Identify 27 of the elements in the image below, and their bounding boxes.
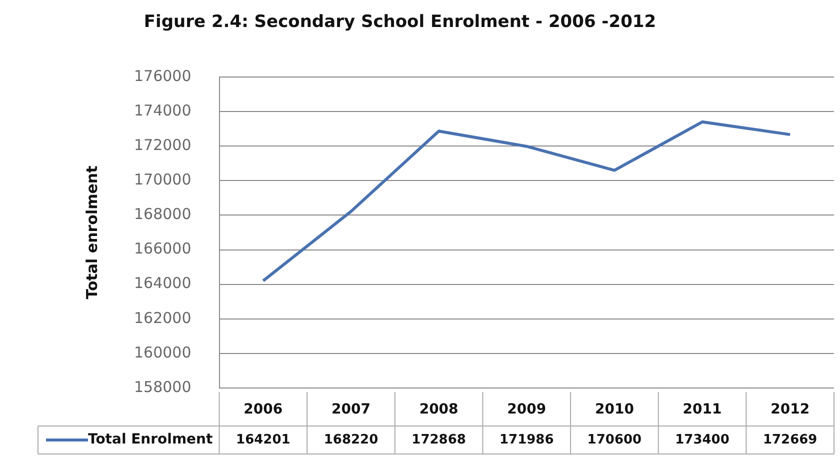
data-label: 164201	[236, 432, 290, 448]
data-label: 168220	[324, 432, 378, 448]
y-tick-label: 164000	[134, 274, 192, 292]
x-tick-label: 2010	[594, 402, 634, 418]
y-axis-title: Total enrolment	[82, 166, 101, 300]
data-label: 171986	[499, 432, 554, 448]
y-tick-label: 176000	[134, 66, 192, 85]
y-tick-label: 162000	[134, 308, 192, 327]
data-label: 172868	[412, 432, 466, 448]
x-tick-label: 2006	[244, 402, 283, 418]
x-tick-label: 2007	[332, 402, 370, 418]
legend-label: Total Enrolment	[88, 432, 214, 448]
data-label: 172669	[762, 432, 818, 448]
x-tick-label: 2011	[682, 402, 722, 418]
y-tick-label: 158000	[134, 378, 192, 396]
data-label: 173400	[675, 432, 730, 448]
x-tick-label: 2008	[419, 402, 458, 418]
x-tick-label: 2012	[770, 402, 810, 418]
y-tick-label: 160000	[134, 343, 192, 362]
data-label: 170600	[587, 432, 642, 448]
y-tick-label: 174000	[134, 101, 192, 120]
y-tick-label: 168000	[134, 205, 192, 224]
chart-title: Figure 2.4: Secondary School Enrolment - 2006 -2012	[142, 12, 658, 32]
y-tick-label: 166000	[134, 240, 192, 258]
y-tick-label: 170000	[134, 170, 192, 189]
x-tick-label: 2009	[507, 402, 546, 418]
y-tick-label: 172000	[134, 136, 192, 154]
